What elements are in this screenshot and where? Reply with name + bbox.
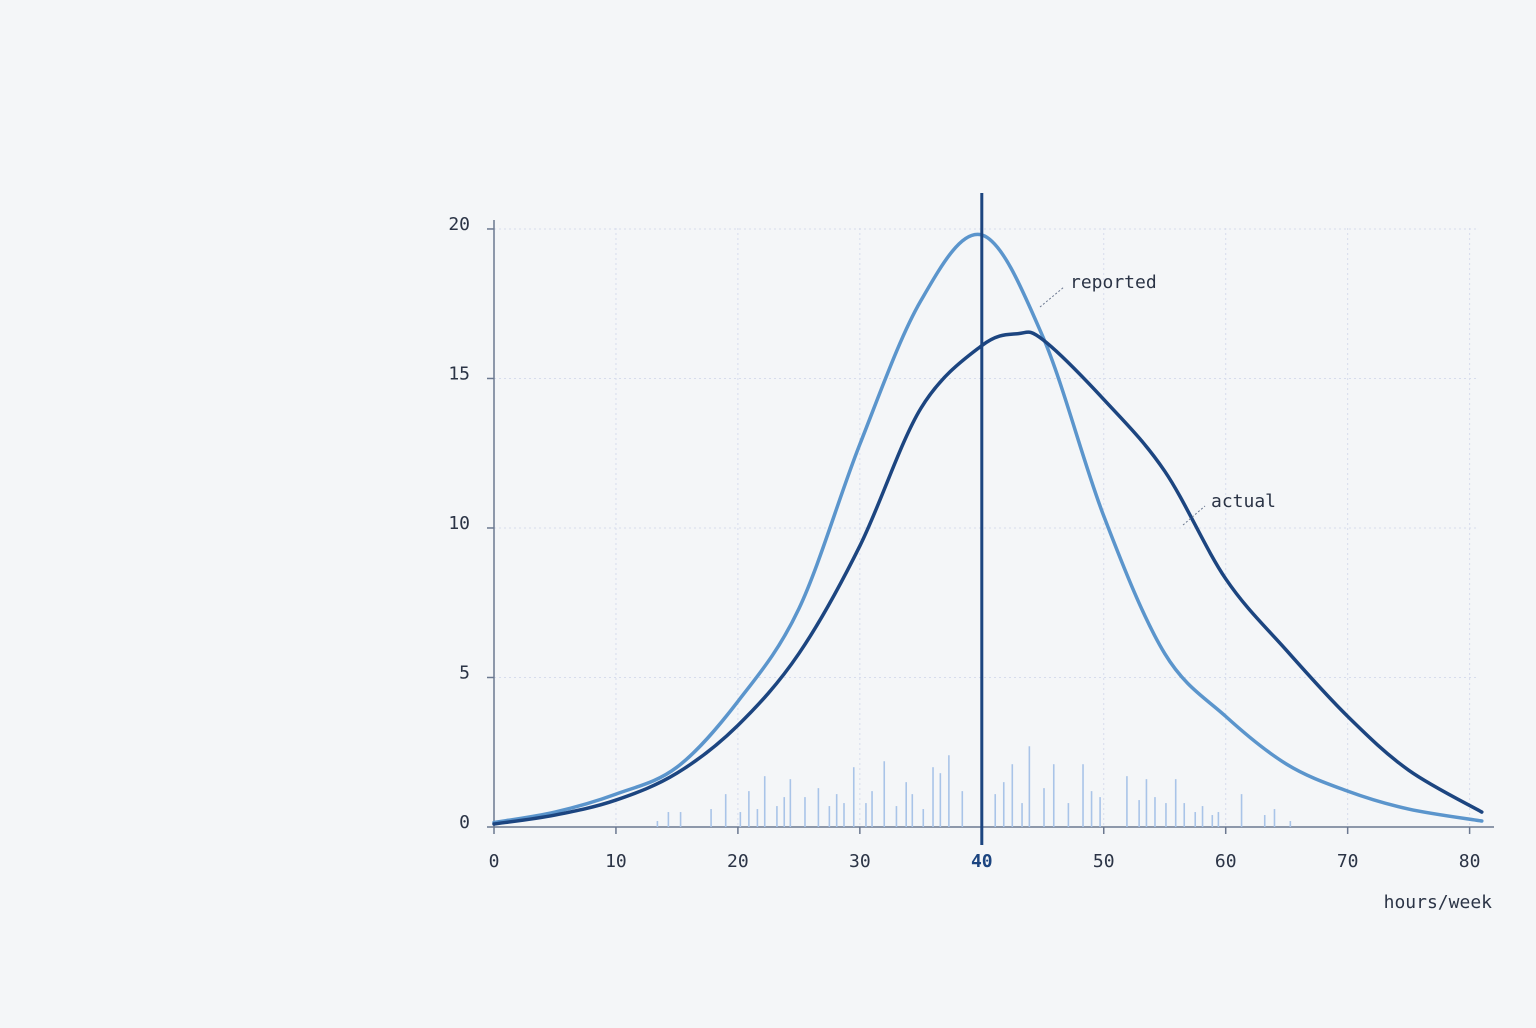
- y-tick-label: 20: [448, 214, 470, 235]
- x-tick-label: 20: [727, 851, 749, 872]
- line-series: [492, 232, 1484, 825]
- x-axis-label: hours/week: [1384, 892, 1493, 913]
- y-tick-label: 10: [448, 513, 470, 534]
- x-tick-label: 40: [971, 851, 993, 872]
- series-label: actual: [1211, 491, 1276, 512]
- line-series: [492, 330, 1484, 826]
- x-tick-label: 70: [1337, 851, 1359, 872]
- x-tick-label: 30: [849, 851, 871, 872]
- x-tick-label: 0: [489, 851, 500, 872]
- label-leader: [1039, 286, 1065, 308]
- label-leader: [1182, 505, 1206, 526]
- y-tick-label: 15: [448, 363, 470, 384]
- series-label: reported: [1070, 272, 1157, 293]
- x-tick-label: 60: [1215, 851, 1237, 872]
- x-tick-label: 80: [1459, 851, 1481, 872]
- x-tick-label: 50: [1093, 851, 1115, 872]
- y-tick-label: 0: [459, 812, 470, 833]
- x-tick-label: 10: [605, 851, 627, 872]
- y-tick-label: 5: [459, 662, 470, 683]
